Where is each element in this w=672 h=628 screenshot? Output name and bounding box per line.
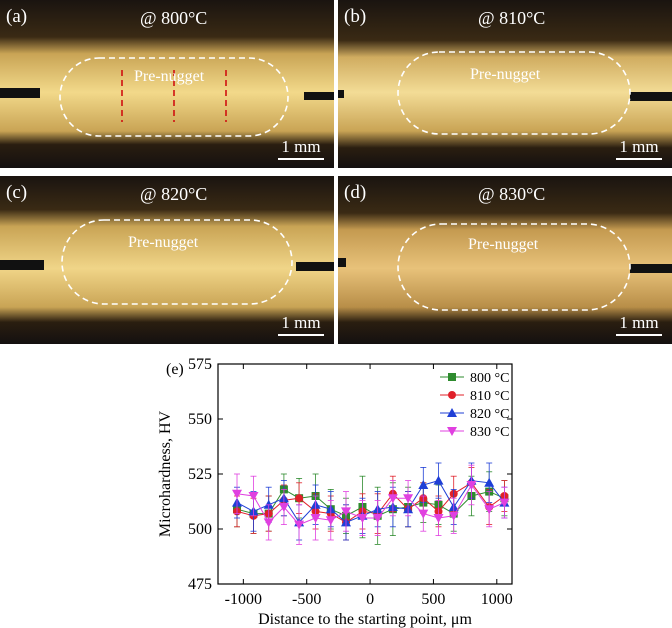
data-point [263, 518, 274, 528]
legend-label: 800 °C [470, 371, 509, 386]
data-point [248, 492, 259, 501]
panel-temperature: @ 810°C [478, 8, 546, 28]
data-point [372, 514, 383, 523]
scale-bar-label: 1 mm [281, 137, 321, 156]
panel-temperature: @ 800°C [140, 8, 208, 28]
data-point [325, 516, 336, 526]
scale-bar: 1 mm [616, 313, 662, 336]
legend-marker [448, 391, 456, 399]
data-point [295, 494, 304, 503]
x-tick-label: -500 [292, 591, 321, 608]
pre-nugget-label: Pre-nugget [470, 66, 541, 83]
micrograph-d-image [338, 176, 672, 344]
data-point [357, 514, 368, 523]
legend-marker [447, 427, 457, 436]
micrograph-d: (d) @ 830°C Pre-nugget 1 mm [338, 176, 672, 344]
y-tick-label: 575 [188, 356, 212, 373]
pre-nugget-label: Pre-nugget [468, 236, 539, 253]
data-point [466, 481, 477, 490]
series-line [236, 484, 505, 526]
data-point [418, 509, 429, 519]
scale-bar: 1 mm [616, 137, 662, 160]
data-point [484, 477, 495, 487]
data-point [448, 511, 459, 521]
legend-label: 820 °C [470, 407, 509, 422]
data-point [433, 514, 444, 523]
micrograph-c-image [0, 176, 334, 344]
scale-bar-label: 1 mm [619, 137, 659, 156]
y-tick-label: 550 [188, 411, 212, 428]
x-tick-label: 500 [421, 591, 445, 608]
data-point [499, 498, 510, 508]
data-point [232, 489, 243, 499]
y-axis-label: Microhardness, HV [157, 410, 174, 537]
legend-label: 830 °C [470, 425, 509, 440]
x-tick-label: -1000 [225, 591, 262, 608]
x-axis-label: Distance to the starting point, μm [258, 611, 472, 628]
y-tick-label: 525 [188, 466, 212, 483]
data-point [340, 507, 351, 517]
panel-temperature: @ 820°C [140, 184, 208, 204]
plot-frame [217, 363, 513, 585]
scale-bar: 1 mm [278, 313, 324, 336]
scale-bar-label: 1 mm [619, 313, 659, 332]
data-point [418, 480, 429, 489]
panel-label: (a) [6, 6, 28, 27]
legend-label: 810 °C [470, 389, 509, 404]
micrograph-c: (c) @ 820°C Pre-nugget 1 mm [0, 176, 334, 344]
data-point [403, 494, 414, 504]
panel-label-e: (e) [166, 361, 184, 378]
scale-bar: 1 mm [278, 137, 324, 160]
x-tick-label: 1000 [481, 591, 513, 608]
micrograph-a: (a) @ 800°C Pre-nugget 1 mm [0, 0, 334, 168]
panel-temperature: @ 830°C [478, 184, 546, 204]
panel-label: (d) [344, 182, 367, 203]
scale-bar-label: 1 mm [281, 313, 321, 332]
data-point [484, 505, 495, 515]
data-point [433, 475, 444, 485]
data-point [278, 503, 289, 512]
micrograph-b: (b) @ 810°C Pre-nugget 1 mm [338, 0, 672, 168]
data-point [263, 499, 274, 509]
legend-marker [448, 373, 456, 381]
micrograph-b-image [338, 0, 672, 168]
data-point [294, 520, 305, 530]
pre-nugget-label: Pre-nugget [128, 234, 199, 251]
panel-label: (c) [6, 182, 28, 203]
data-point [310, 514, 321, 523]
microhardness-chart: (e) 475 500 525 550 575 -1000 -500 0 500 1000 Dist… [157, 356, 513, 628]
legend-marker [447, 408, 457, 417]
panel-label: (b) [344, 6, 367, 27]
y-tick-label: 500 [188, 521, 212, 538]
y-tick-label: 475 [188, 576, 212, 593]
data-point [387, 494, 398, 504]
micrograph-a-image [0, 0, 334, 168]
x-tick-label: 0 [366, 591, 374, 608]
pre-nugget-label: Pre-nugget [134, 68, 205, 85]
